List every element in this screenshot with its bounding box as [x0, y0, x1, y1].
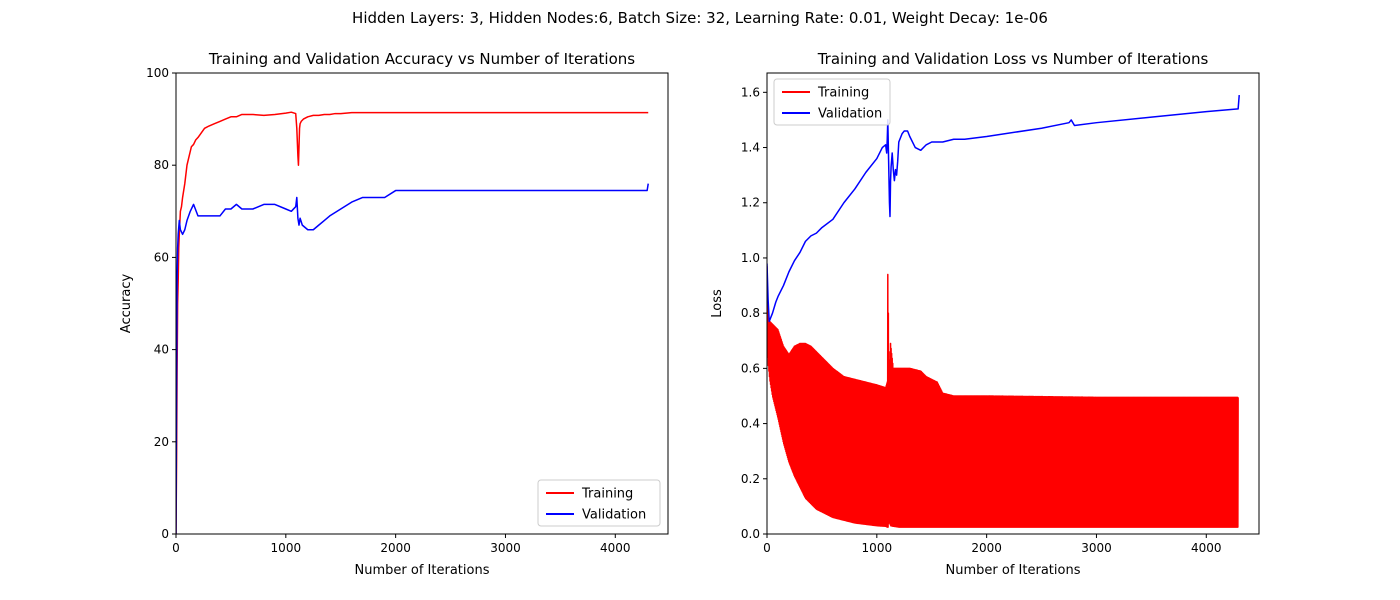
- loss-y-tick-label: 0.4: [741, 417, 760, 431]
- loss-legend-label-validation: Validation: [818, 107, 882, 122]
- loss-legend-label-training: Training: [817, 86, 869, 101]
- acc-x-tick-label: 3000: [490, 541, 521, 555]
- loss-x-tick-label: 1000: [862, 541, 893, 555]
- loss-y-tick-label: 0.6: [741, 361, 760, 375]
- acc-axes-frame: [175, 72, 669, 535]
- loss-x-tick-label: 2000: [971, 541, 1002, 555]
- acc-series-validation-line: [176, 183, 649, 534]
- loss-x-axis-label: Number of Iterations: [946, 563, 1081, 578]
- loss-y-tick-label: 1.2: [741, 196, 760, 210]
- loss-y-tick-label: 1.4: [741, 141, 760, 155]
- acc-plot-area: [176, 111, 649, 534]
- loss-y-tick-label: 0.8: [741, 306, 760, 320]
- loss-y-tick-label: 0.0: [741, 527, 760, 541]
- acc-x-tick-label: 0: [172, 541, 180, 555]
- acc-y-tick-label: 40: [154, 343, 169, 357]
- acc-y-tick-label: 0: [161, 527, 169, 541]
- acc-y-tick-label: 100: [146, 66, 169, 80]
- loss-x-tick-label: 0: [763, 541, 771, 555]
- accuracy-chart: Training and Validation Accuracy vs Numb…: [119, 50, 669, 578]
- loss-legend: Training Validation: [773, 78, 891, 126]
- acc-x-tick-label: 2000: [380, 541, 411, 555]
- acc-legend-label-validation: Validation: [582, 508, 646, 523]
- loss-chart-title: Training and Validation Loss vs Number o…: [817, 50, 1209, 68]
- acc-series-training-line: [176, 111, 649, 534]
- loss-series-validation-line: [767, 95, 1240, 323]
- acc-x-axis-label: Number of Iterations: [355, 563, 490, 578]
- loss-y-tick-label: 0.2: [741, 472, 760, 486]
- acc-y-tick-label: 60: [154, 250, 169, 264]
- loss-x-tick-label: 3000: [1081, 541, 1112, 555]
- acc-x-tick-label: 4000: [600, 541, 631, 555]
- acc-y-tick-label: 20: [154, 435, 169, 449]
- loss-chart: Training and Validation Loss vs Number o…: [710, 50, 1260, 578]
- loss-x-tick-label: 4000: [1191, 541, 1222, 555]
- loss-plot-area: [767, 95, 1240, 528]
- acc-chart-title: Training and Validation Accuracy vs Numb…: [208, 50, 635, 68]
- loss-series-training-line: [767, 266, 1239, 528]
- acc-x-tick-label: 1000: [271, 541, 302, 555]
- loss-y-axis-label: Loss: [710, 289, 725, 318]
- figure-suptitle: Hidden Layers: 3, Hidden Nodes:6, Batch …: [352, 9, 1048, 27]
- loss-y-tick-label: 1.6: [741, 85, 760, 99]
- acc-legend: Training Validation: [537, 479, 661, 527]
- loss-axes-frame: [766, 72, 1260, 535]
- loss-y-tick-label: 1.0: [741, 251, 760, 265]
- acc-legend-label-training: Training: [581, 487, 633, 502]
- acc-y-axis-label: Accuracy: [119, 274, 134, 334]
- acc-y-tick-label: 80: [154, 158, 169, 172]
